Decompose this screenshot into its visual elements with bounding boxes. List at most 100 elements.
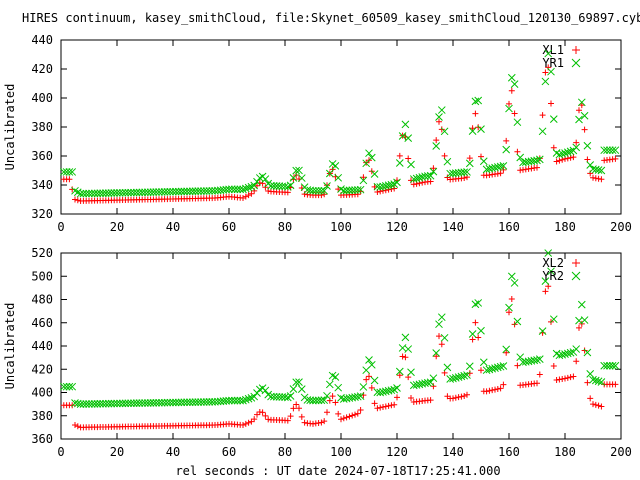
data-point [174,398,183,407]
data-point [245,419,252,426]
data-point [475,334,482,341]
data-point [590,401,596,408]
chart-title: HIRES continuum, kasey_smithCloud, file:… [22,11,640,25]
y-tick-label: 380 [31,120,53,134]
data-point [461,175,468,182]
data-point [548,100,554,107]
data-point [388,402,395,409]
data-point [612,155,619,162]
data-point [432,349,441,357]
x-tick-label: 60 [222,445,236,459]
data-point [433,353,440,360]
data-point [96,189,105,198]
data-point [436,118,442,125]
data-point [296,405,302,412]
data-point [605,361,614,370]
data-point [129,188,138,197]
data-point [486,387,493,394]
data-point [385,402,392,409]
y-tick-label: 360 [31,432,53,446]
data-point [132,399,141,408]
data-point [395,159,404,167]
y-tick-label: 400 [31,386,53,400]
data-point [577,300,586,309]
series-XL2 [60,283,619,431]
data-point [591,376,600,385]
data-point [550,362,557,369]
data-point [399,353,406,360]
data-point [157,398,166,407]
data-point [542,288,549,295]
data-point [174,187,183,196]
data-point [62,168,71,176]
data-point [121,399,130,408]
data-point [107,189,116,197]
data-point [295,378,303,386]
data-point [261,386,270,395]
data-point [477,125,485,133]
data-point [572,143,581,152]
data-point [497,170,504,177]
data-point [594,377,603,386]
data-point [82,189,91,198]
data-point [468,127,477,135]
data-point [262,412,269,419]
x-tick-label: 40 [166,220,180,234]
legend-marker [571,58,581,68]
data-point [149,188,158,196]
y-tick-label: 520 [31,246,53,260]
data-point [611,146,620,155]
data-point [129,399,138,408]
data-point [163,398,172,407]
data-point [558,149,567,158]
y-tick-label: 440 [31,33,53,47]
data-point [250,392,259,401]
data-point [432,142,441,150]
data-point [503,137,510,144]
data-point [146,399,155,407]
data-point [152,188,161,196]
data-point [90,189,99,198]
data-point [426,171,435,180]
data-point [592,401,599,408]
data-point [74,197,81,204]
data-point [478,367,484,374]
data-point [393,178,401,187]
data-point [62,382,71,391]
data-point [567,154,574,161]
data-point [612,381,619,388]
data-point [359,383,368,391]
data-point [575,115,583,124]
y-tick-label: 400 [31,91,53,105]
data-point [365,149,373,158]
x-tick-label: 180 [554,445,576,459]
data-point [412,174,421,183]
x-tick-label: 60 [222,220,236,234]
y-tick-label: 420 [31,62,53,76]
data-point [185,398,194,407]
data-point [530,156,539,165]
data-point [547,267,555,276]
data-point [338,416,344,423]
data-point [141,188,149,197]
data-point [595,402,602,409]
data-point [507,272,516,281]
data-point [407,160,415,169]
data-point [541,77,550,86]
data-point [567,374,574,381]
data-point [489,387,496,394]
x-tick-label: 40 [166,445,180,459]
data-point [502,345,511,354]
data-point [188,187,197,196]
data-point [325,169,334,178]
data-point [59,382,68,391]
data-point [597,166,606,175]
data-point [329,166,336,173]
data-point [205,187,214,195]
data-point [85,189,93,198]
data-point [396,372,403,379]
data-point [516,153,525,162]
data-point [438,126,445,133]
x-tick-label: 100 [330,220,352,234]
data-point [468,330,477,338]
